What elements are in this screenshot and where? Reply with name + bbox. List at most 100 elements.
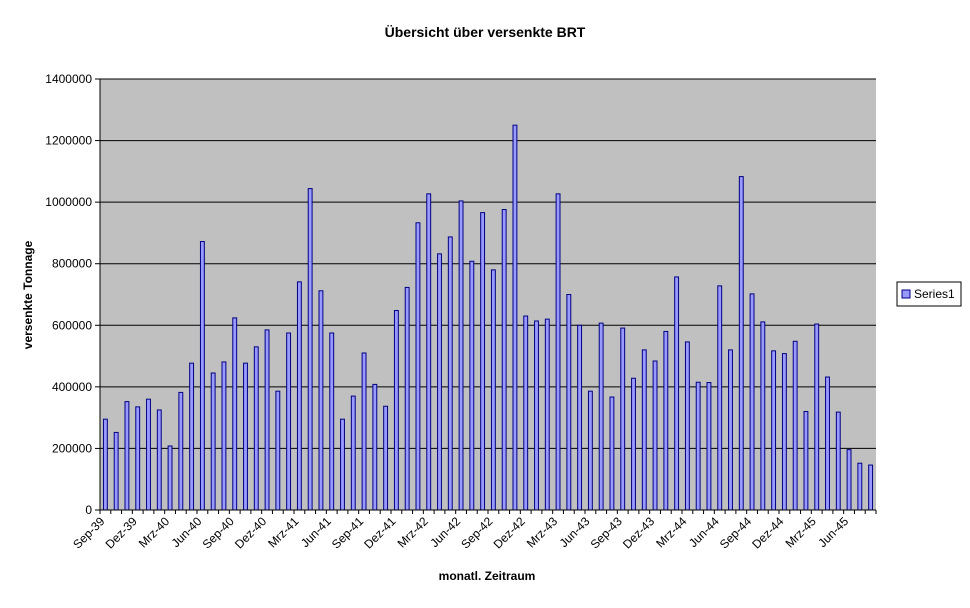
bar [167,445,173,511]
x-tick-label: Mrz-45 [783,514,820,551]
bar [695,381,701,511]
bar [846,449,852,511]
bar [512,124,518,511]
x-tick-label: Mrz-42 [395,514,432,551]
bar [577,324,583,511]
bar [189,362,195,511]
bar [480,212,486,511]
bar [728,349,733,511]
x-tick-label: Mrz-43 [524,514,561,551]
bar [275,390,281,511]
bar [415,222,421,511]
x-tick-label: Jun-43 [557,514,593,550]
bar [329,332,335,511]
y-tick-label: 1200000 [45,134,92,148]
bar [781,353,787,511]
x-tick-label: Mrz-41 [265,514,302,551]
y-tick-label: 600000 [52,318,92,332]
bar [857,462,863,511]
bar [340,418,345,511]
bar [555,193,561,511]
bar [674,276,680,511]
bar [253,346,259,511]
bar [792,340,798,511]
bar [113,431,119,511]
x-tick-label: Sep-41 [329,514,366,551]
bar [620,327,626,511]
bar [544,318,550,511]
x-tick-label: Dez-41 [361,514,398,551]
bar [641,349,647,511]
bar [447,236,453,511]
x-tick-label: Jun-44 [686,514,722,550]
x-tick-label: Sep-44 [717,514,754,551]
bar [587,390,593,511]
bar [501,209,507,511]
plot-background [100,79,876,510]
y-tick-label: 1000000 [45,195,92,209]
bar [210,372,216,511]
bar [135,406,141,511]
bar [318,290,324,511]
chart-title: Übersicht über versenkte BRT [385,24,586,40]
x-axis-label: monatl. Zeitraum [439,569,536,583]
legend-label-series1: Series1 [914,287,955,301]
x-tick-label: Sep-43 [588,514,625,551]
bar [156,409,162,511]
bar [178,391,184,511]
x-tick-label: Jun-45 [815,514,851,550]
plot-area: 0 200000 400000 600000 800000 1000000 1200000 1… [45,72,877,551]
bar [652,360,658,511]
bar [296,281,302,511]
bar [264,329,270,511]
bar [825,376,830,511]
x-tick-label: Sep-42 [458,514,495,551]
bar [243,362,248,511]
bar [706,382,712,511]
x-tick-label: Mrz-44 [653,514,690,551]
legend: Series1 [896,281,962,307]
bar [404,286,410,511]
x-tick-label: Dez-39 [103,514,140,551]
bar [717,285,723,511]
bar [771,350,777,511]
x-tick-label: Dez-40 [232,514,269,551]
legend-swatch [901,289,911,299]
bar [361,352,367,511]
bar [835,411,841,511]
x-tick-label: Dez-44 [749,514,786,551]
bar [437,253,442,511]
x-tick-label: Jun-42 [427,514,463,550]
y-tick-label: 1400000 [45,72,92,86]
y-tick-label: 400000 [52,380,92,394]
y-axis-label: versenkte Tonnage [21,240,35,349]
bar [738,176,744,511]
bar [146,398,151,511]
x-tick-label: Dez-43 [620,514,657,551]
bar [458,200,464,511]
y-tick-label: 0 [85,503,92,517]
bar [383,405,389,511]
x-tick-label: Sep-40 [200,514,237,551]
x-tick-label: Sep-39 [70,514,107,551]
bar [534,320,539,511]
bar [199,241,205,511]
y-tick-label: 800000 [52,257,92,271]
bar [631,377,636,511]
bar [102,418,108,511]
bar [124,401,130,511]
bar [803,410,809,511]
bar [393,310,399,511]
bar [749,293,755,511]
bar [684,341,690,511]
bar [566,294,572,511]
bar [372,383,378,511]
bar [469,260,475,511]
bar [598,322,604,511]
x-tick-label: Jun-40 [169,514,205,550]
bar [232,317,238,511]
bar [221,361,227,511]
bar [307,188,313,511]
